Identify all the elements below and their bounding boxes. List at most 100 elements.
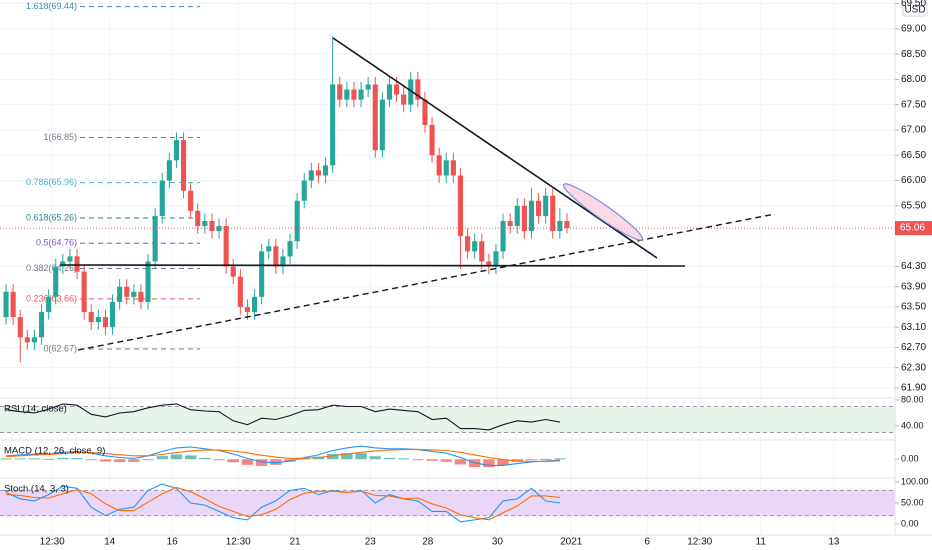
indicator-title: MACD (12, 26, close, 9) — [4, 446, 105, 457]
band-fill — [0, 490, 895, 516]
candle-body — [372, 84, 378, 151]
candle-body — [450, 160, 456, 176]
histogram-bar — [241, 459, 254, 465]
candle-body — [308, 170, 314, 181]
histogram-bar — [99, 459, 112, 462]
candle-body — [180, 140, 187, 191]
candle-body — [74, 256, 80, 272]
main-layer: 1.618(69.44) 1(66.85) 0.786(65.96) 0.618(65… — [0, 1, 895, 523]
candle-body — [536, 200, 542, 216]
candle-body — [528, 200, 535, 232]
candle-body — [202, 220, 208, 227]
x-tick-label: 2021 — [560, 537, 583, 548]
y-tick-label: 69.50 — [901, 0, 926, 9]
y-tick-label: 66.50 — [901, 150, 926, 161]
x-tick-label: 16 — [167, 537, 179, 548]
candle-body — [145, 261, 151, 302]
candle-body — [244, 306, 251, 313]
candle-body — [393, 84, 400, 95]
candle-body — [138, 291, 144, 302]
histogram-bar — [0, 458, 12, 460]
histogram-bar — [42, 458, 55, 460]
candle-body — [173, 140, 179, 161]
candle-body — [124, 286, 130, 297]
y-tick-label: 40.00 — [901, 420, 924, 430]
candle-body — [17, 317, 23, 338]
dashed-trend-line — [77, 213, 776, 351]
candle-body — [109, 301, 116, 328]
currency-box — [902, 1, 928, 17]
histogram-bar — [85, 459, 97, 461]
histogram-bar — [525, 459, 538, 461]
candle-body — [102, 317, 108, 328]
ellipse-highlight — [562, 183, 644, 241]
indicator-line — [5, 486, 560, 521]
candle-body — [436, 155, 442, 176]
histogram-bar — [369, 456, 381, 460]
histogram-bar — [440, 459, 452, 462]
candle-body — [223, 226, 229, 267]
candle-body — [166, 160, 172, 181]
histogram-bar — [199, 457, 211, 460]
y-tick-label: 64.30 — [901, 261, 926, 272]
candle-body — [10, 291, 16, 318]
histogram-bar — [497, 459, 509, 466]
fib-label: 1(66.85) — [43, 132, 77, 142]
x-tick-label: 14 — [104, 537, 116, 548]
histogram-bar — [355, 453, 367, 460]
candle-body — [422, 99, 428, 125]
histogram-bar — [412, 459, 424, 461]
candle-body — [344, 89, 350, 100]
histogram-bar — [383, 457, 396, 460]
candle-body — [351, 89, 357, 100]
candle-body — [379, 99, 385, 151]
histogram-bar — [483, 459, 495, 468]
fib-label: 0(62.67) — [43, 343, 77, 353]
histogram-bar — [142, 459, 154, 461]
histogram-bar — [270, 459, 282, 465]
candle-body — [209, 220, 215, 232]
y-tick-label: 63.10 — [901, 322, 926, 333]
fib-label: 0.382(64.26) — [26, 263, 77, 273]
candle-body — [500, 220, 506, 252]
y-tick-label: 67.00 — [901, 125, 926, 136]
histogram-bar — [341, 453, 353, 460]
y-tick-label: 63.50 — [901, 302, 926, 313]
y-tick-label: 67.50 — [901, 99, 926, 110]
y-tick-label: 68.50 — [901, 49, 926, 60]
candle-body — [479, 241, 485, 262]
histogram-bar — [28, 458, 41, 460]
currency-label: USD — [904, 5, 925, 16]
y-tick-label: 0.00 — [901, 454, 919, 464]
histogram-bar — [57, 457, 69, 460]
y-tick-label: 61.90 — [901, 383, 926, 394]
candle-body — [251, 296, 258, 313]
candle-body — [365, 84, 371, 90]
trend-line — [332, 37, 658, 259]
candle-body — [401, 94, 407, 105]
candle-body — [386, 84, 393, 100]
candle-body — [195, 210, 201, 227]
y-tick-label: 62.30 — [901, 362, 926, 373]
indicator-line — [5, 448, 560, 462]
candle-body — [514, 205, 520, 227]
histogram-bar — [128, 459, 140, 462]
candle-body — [315, 170, 322, 176]
indicator-line — [5, 403, 560, 431]
candle-body — [486, 261, 492, 267]
candle-body — [259, 251, 265, 297]
candle-body — [408, 79, 414, 105]
candle-body — [67, 256, 73, 262]
x-tick-label: 12:30 — [40, 537, 65, 548]
x-tick-label: 11 — [756, 537, 767, 548]
candle-body — [131, 291, 137, 297]
x-tick-label: 23 — [365, 537, 377, 548]
x-tick-label: 30 — [492, 537, 504, 548]
candle-body — [237, 276, 243, 307]
indicator-title: RSI (14, close) — [4, 404, 67, 415]
indicator-title: Stoch (14, 3, 3) — [4, 484, 69, 495]
drawings — [59, 37, 776, 351]
x-tick-label: 28 — [422, 537, 434, 548]
